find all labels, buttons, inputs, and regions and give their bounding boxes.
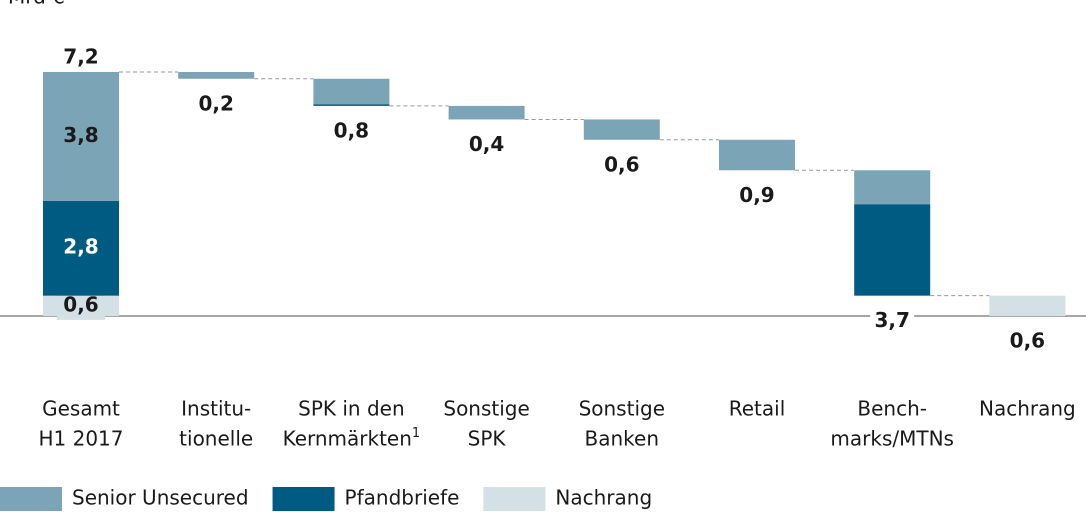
label-bg bbox=[870, 308, 915, 335]
x-tick-label: Sonstige bbox=[443, 397, 529, 421]
total-label: 0,6 bbox=[604, 152, 639, 176]
x-tick-label: Bench- bbox=[857, 397, 927, 421]
bar-segment bbox=[719, 139, 795, 171]
segment-label: 3,8 bbox=[63, 123, 98, 147]
bar-segment bbox=[178, 72, 255, 79]
x-tick-label: Retail bbox=[729, 397, 786, 421]
x-tick-label: SPK bbox=[468, 427, 507, 451]
legend-label: Senior Unsecured bbox=[72, 486, 249, 510]
total-label: 3,7 bbox=[874, 308, 909, 332]
legend-label: Nachrang bbox=[555, 486, 652, 510]
bar-segment bbox=[43, 72, 119, 201]
total-label: 0,9 bbox=[739, 183, 774, 207]
x-tick-label: marks/MTNs bbox=[830, 427, 954, 451]
segment-label: 2,8 bbox=[63, 235, 98, 259]
total-label: 0,8 bbox=[334, 118, 369, 142]
legend-swatch bbox=[272, 487, 335, 511]
segment-label: 0,6 bbox=[63, 292, 98, 316]
bar-segment bbox=[43, 200, 119, 296]
legend-label: Pfandbriefe bbox=[345, 486, 460, 510]
x-tick-label: Gesamt bbox=[42, 397, 120, 421]
legend-swatch bbox=[483, 487, 546, 511]
total-label: 0,2 bbox=[198, 91, 233, 115]
total-label: 0,6 bbox=[1010, 329, 1045, 353]
x-tick-label: Sonstige bbox=[579, 397, 665, 421]
x-tick-label: Nachrang bbox=[979, 397, 1076, 421]
legend-swatch bbox=[0, 487, 62, 511]
x-tick-label: Banken bbox=[585, 427, 660, 451]
x-tick-label: tionelle bbox=[179, 427, 253, 451]
x-tick-label: Kernmärkten1 bbox=[283, 426, 421, 451]
bar-segment bbox=[854, 170, 931, 205]
bar-segment bbox=[448, 105, 525, 120]
bar-segment bbox=[989, 295, 1066, 316]
bar-segment bbox=[313, 78, 390, 105]
bar-segment bbox=[854, 204, 931, 296]
footnote-mark: 1 bbox=[412, 426, 420, 441]
label-bg bbox=[57, 291, 105, 320]
bar-segment bbox=[313, 104, 390, 106]
unit-label: Mrd € bbox=[8, 0, 65, 9]
x-tick-label: Institu- bbox=[181, 397, 251, 421]
x-tick-label: H1 2017 bbox=[38, 427, 123, 451]
x-tick-label: SPK in den bbox=[298, 397, 405, 421]
total-label: 0,4 bbox=[469, 132, 504, 156]
bar-segment bbox=[583, 119, 660, 140]
total-label: 7,2 bbox=[63, 45, 98, 69]
